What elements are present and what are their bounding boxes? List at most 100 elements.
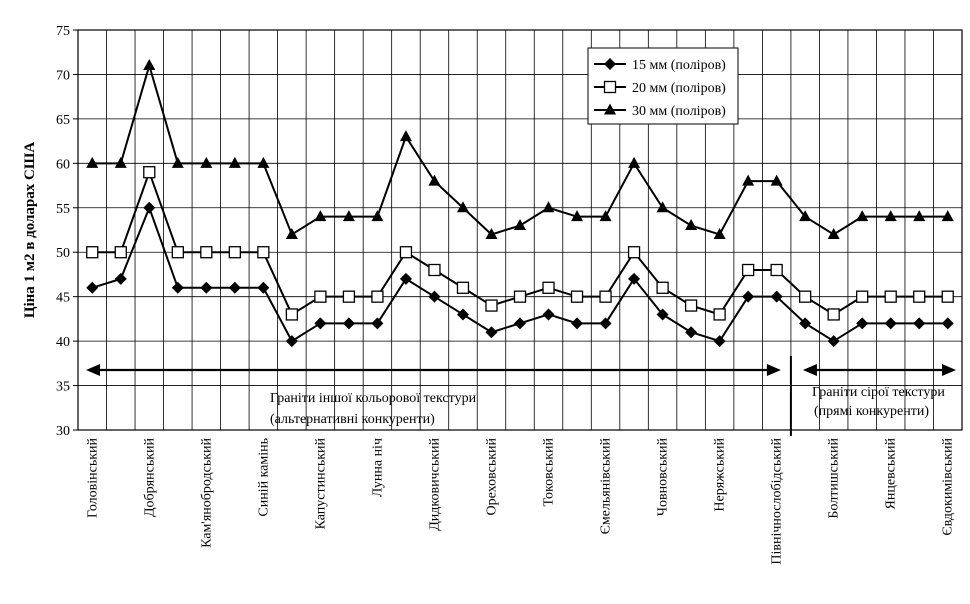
data-point-triangle bbox=[884, 210, 897, 222]
data-point-triangle bbox=[86, 156, 99, 168]
data-point-triangle bbox=[428, 174, 441, 186]
data-point-diamond bbox=[200, 281, 213, 294]
annotation-sublabel: (альтернативні конкуренти) bbox=[270, 412, 435, 427]
data-point-triangle bbox=[770, 174, 783, 186]
x-tick-label: Головінський bbox=[85, 437, 100, 518]
data-point-square bbox=[456, 281, 470, 294]
data-point-diamond bbox=[342, 317, 355, 330]
x-tick-label: Капустинський bbox=[313, 438, 328, 530]
data-point-diamond bbox=[428, 290, 441, 303]
data-point-triangle bbox=[685, 219, 698, 231]
data-point-diamond bbox=[856, 317, 869, 330]
data-point-square bbox=[428, 263, 441, 277]
y-tick-label: 70 bbox=[56, 68, 70, 83]
data-point-triangle bbox=[342, 210, 355, 222]
data-point-diamond bbox=[314, 317, 327, 330]
data-point-triangle bbox=[399, 130, 412, 142]
data-point-diamond bbox=[285, 335, 298, 348]
data-point-diamond bbox=[599, 317, 612, 330]
data-point-square bbox=[770, 263, 783, 277]
annotation-arrowhead bbox=[802, 364, 817, 376]
x-axis: Головінський Добрянський Кам'янобродський С… bbox=[85, 437, 955, 564]
data-point-diamond bbox=[228, 281, 241, 294]
data-point-triangle bbox=[856, 210, 869, 222]
data-point-triangle bbox=[628, 156, 641, 168]
data-point-diamond bbox=[770, 290, 783, 303]
data-point-square bbox=[656, 281, 669, 294]
y-tick-label: 45 bbox=[56, 291, 70, 306]
data-point-diamond bbox=[514, 317, 526, 330]
data-point-triangle bbox=[656, 201, 669, 213]
data-point-triangle bbox=[713, 227, 726, 239]
data-point-diamond bbox=[685, 326, 698, 339]
data-point-square bbox=[941, 290, 954, 303]
y-tick-label: 35 bbox=[56, 380, 70, 395]
annotation-label: Граніти іншої кольорової текстури bbox=[270, 391, 477, 406]
data-point-square bbox=[713, 308, 726, 321]
x-tick-label: Неряжський bbox=[713, 438, 728, 512]
data-point-square bbox=[513, 290, 527, 303]
data-point-square bbox=[542, 281, 555, 294]
data-point-diamond bbox=[171, 281, 184, 294]
data-point-square bbox=[913, 290, 926, 303]
y-tick-label: 60 bbox=[56, 157, 70, 172]
data-point-square bbox=[114, 246, 127, 259]
y-axis: 30 35 40 45 50 55 60 65 70 75 bbox=[56, 24, 78, 439]
data-point-square bbox=[314, 290, 327, 303]
data-point-square bbox=[684, 299, 698, 312]
data-point-square bbox=[856, 290, 869, 303]
legend-label: 30 мм (поліров) bbox=[632, 104, 726, 119]
data-point-triangle bbox=[485, 227, 498, 239]
data-point-triangle bbox=[827, 227, 840, 239]
data-point-triangle bbox=[114, 156, 127, 168]
data-point-diamond bbox=[604, 58, 616, 70]
data-point-diamond bbox=[628, 272, 641, 285]
x-tick-label: Кам'янобродський bbox=[199, 438, 214, 548]
data-point-square bbox=[603, 80, 617, 94]
y-tick-label: 30 bbox=[56, 424, 70, 439]
data-point-diamond bbox=[114, 272, 127, 285]
data-point-diamond bbox=[884, 317, 897, 330]
x-tick-label: Добрянський bbox=[142, 438, 157, 517]
data-point-triangle bbox=[456, 201, 469, 213]
legend-label: 15 мм (поліров) bbox=[632, 58, 726, 73]
data-point-square bbox=[799, 290, 812, 303]
x-tick-label: Синій камінь bbox=[256, 438, 271, 517]
x-tick-label: Болтишський bbox=[827, 438, 842, 519]
data-point-diamond bbox=[143, 201, 156, 214]
data-point-diamond bbox=[941, 317, 954, 330]
data-point-diamond bbox=[571, 317, 584, 330]
annotation-arrowhead bbox=[86, 364, 100, 376]
data-point-diamond bbox=[742, 290, 755, 303]
series-diamond bbox=[86, 201, 954, 348]
data-point-square bbox=[257, 246, 270, 259]
annotation-sublabel: (прямі конкуренти) bbox=[814, 404, 929, 419]
x-tick-label: Човновський bbox=[656, 438, 671, 517]
x-tick-label: Ореховський bbox=[484, 438, 499, 516]
data-point-triangle bbox=[571, 210, 584, 222]
data-point-diamond bbox=[257, 281, 270, 294]
legend: 15 мм (поліров) 20 мм (поліров) 30 мм (пол… bbox=[587, 47, 739, 125]
data-point-triangle bbox=[542, 201, 555, 213]
data-point-diamond bbox=[542, 308, 555, 321]
data-point-diamond bbox=[827, 335, 840, 348]
data-point-square bbox=[884, 290, 897, 303]
data-point-diamond bbox=[371, 317, 384, 330]
data-point-triangle bbox=[171, 156, 184, 168]
data-point-triangle bbox=[799, 210, 812, 222]
annotation-arrowhead bbox=[766, 364, 781, 376]
data-point-triangle bbox=[599, 210, 612, 222]
data-point-triangle bbox=[228, 156, 241, 168]
data-point-triangle bbox=[257, 156, 270, 168]
data-point-square bbox=[86, 246, 99, 259]
data-point-triangle bbox=[604, 103, 616, 115]
data-point-square bbox=[285, 308, 299, 321]
y-tick-label: 75 bbox=[56, 24, 70, 39]
series-triangle bbox=[86, 59, 954, 239]
data-point-diamond bbox=[399, 272, 412, 285]
annotation-label: Граніти сірої текстури bbox=[812, 385, 945, 400]
data-point-diamond bbox=[913, 317, 926, 330]
data-point-square bbox=[599, 290, 612, 303]
data-point-square bbox=[827, 308, 840, 321]
data-series bbox=[86, 59, 954, 348]
